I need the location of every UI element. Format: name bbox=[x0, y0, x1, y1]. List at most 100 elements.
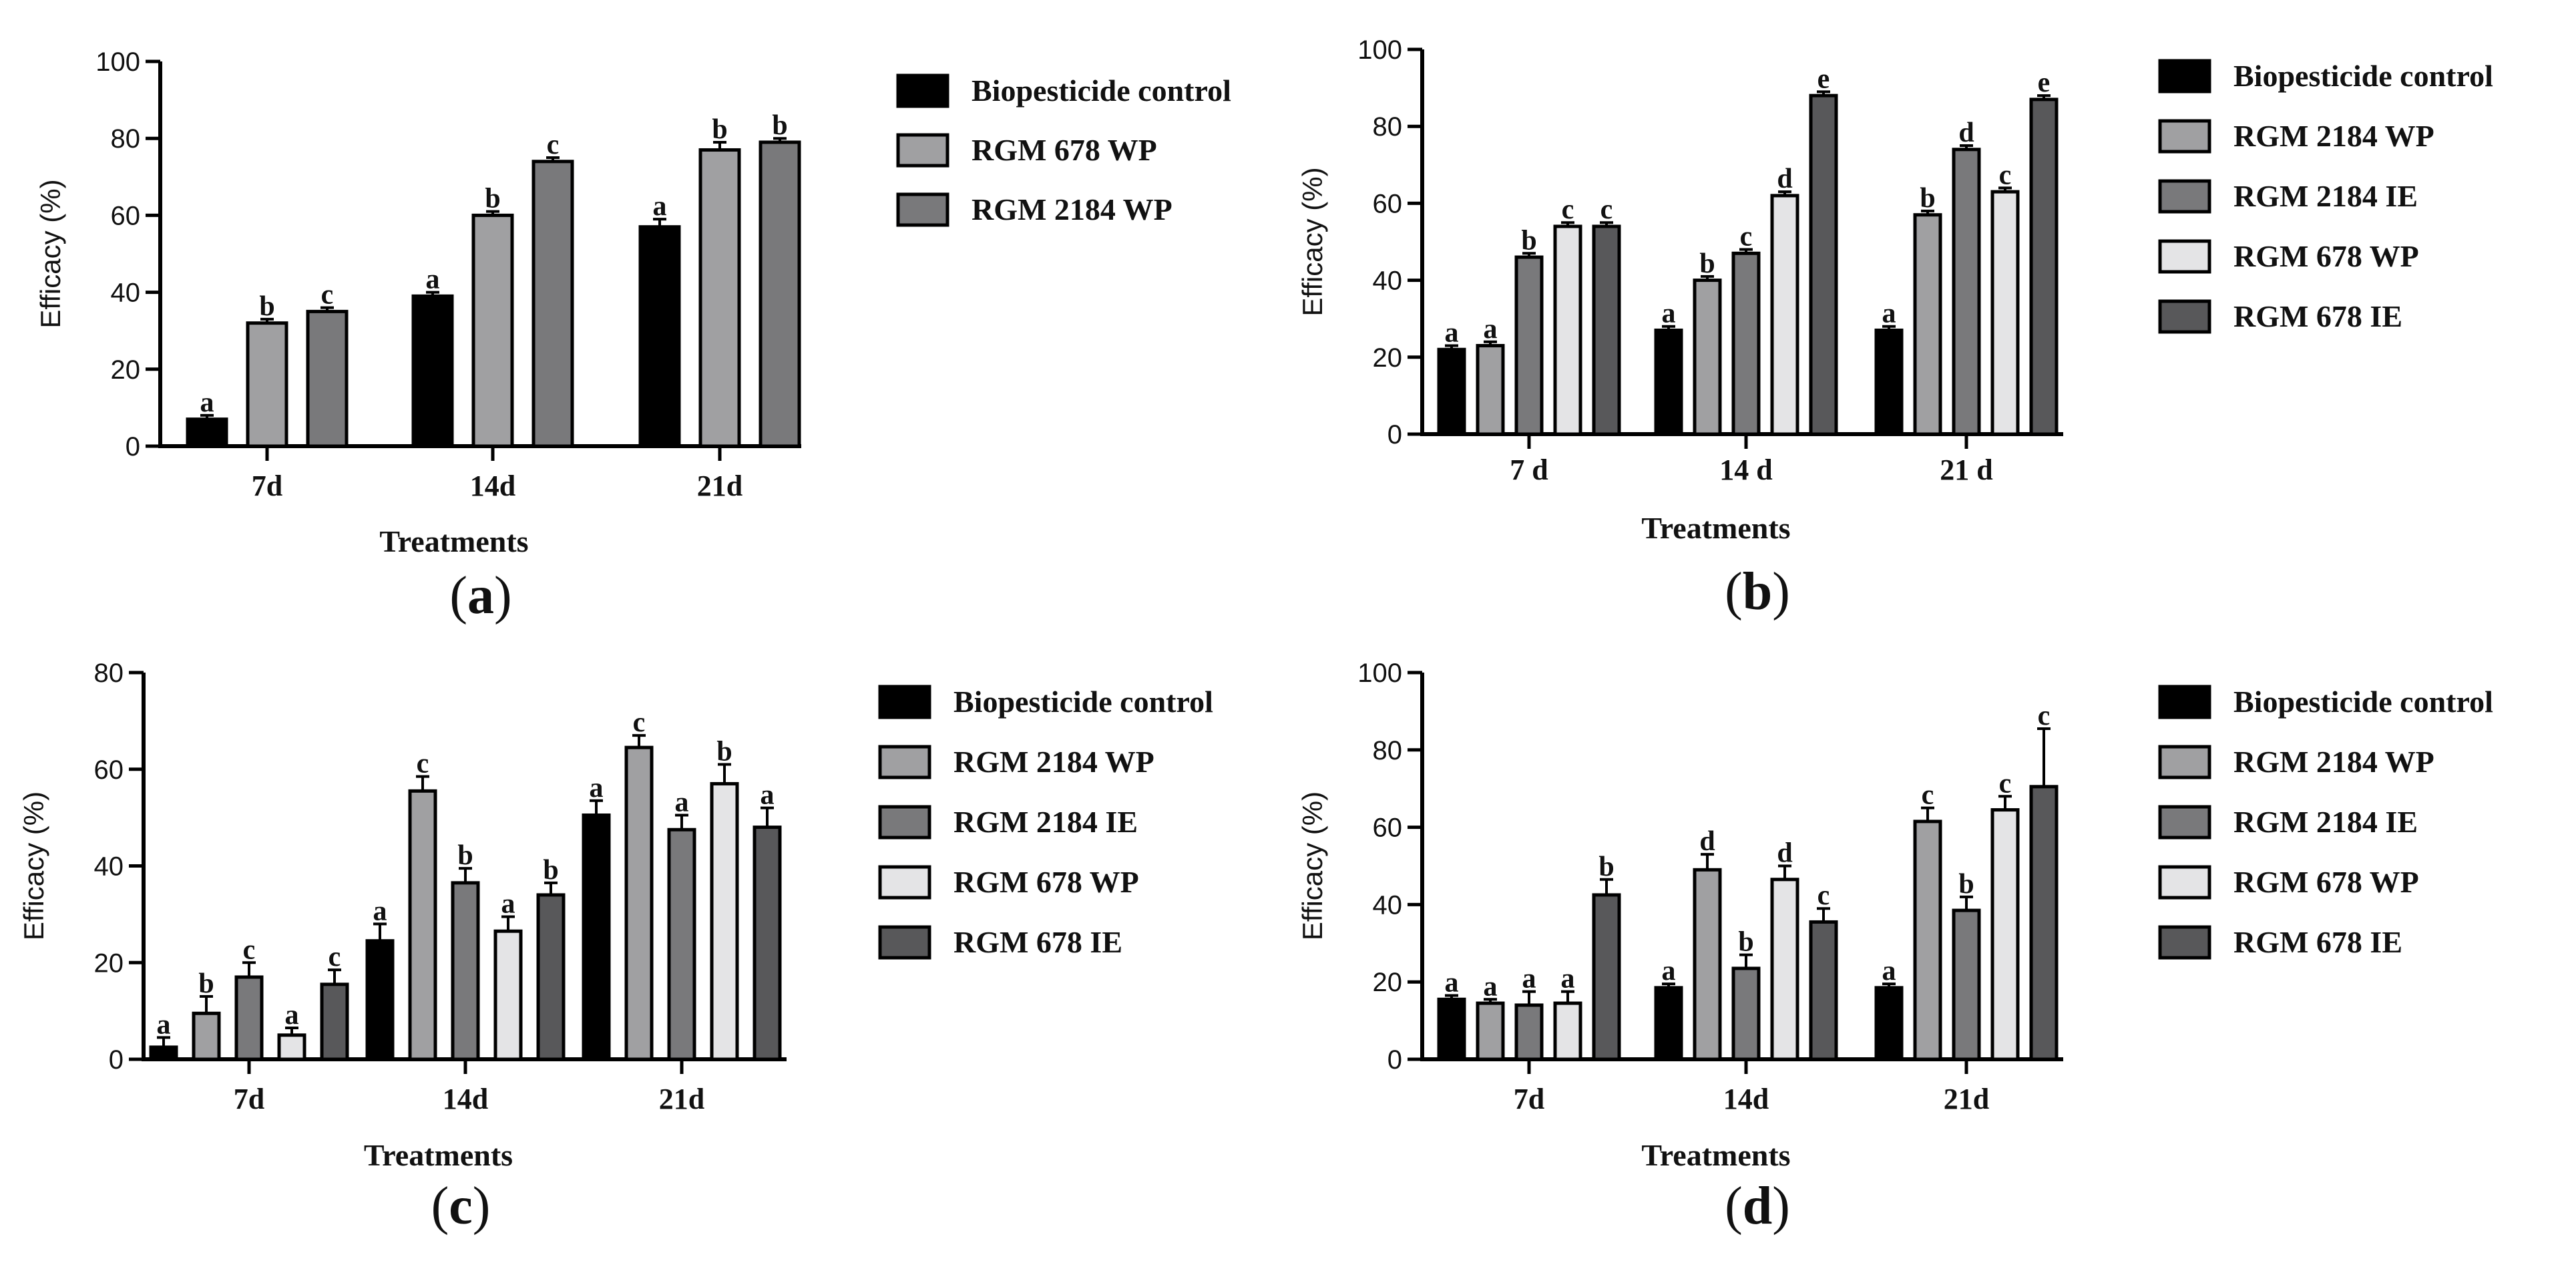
significance-letter: b bbox=[716, 737, 732, 767]
x-tick-label: 14 d bbox=[1719, 453, 1772, 486]
legend-swatch bbox=[878, 805, 931, 840]
legend-swatch bbox=[2158, 865, 2211, 900]
bar-rgm-2184-wp-7d bbox=[1476, 344, 1505, 436]
significance-letter: a bbox=[501, 888, 515, 919]
y-tick-label: 80 bbox=[1373, 736, 1403, 765]
significance-letter: d bbox=[1699, 826, 1715, 857]
bar-rgm-2184-ie-7d bbox=[234, 975, 264, 1061]
significance-letter: c bbox=[1922, 780, 1934, 811]
bar-rgm-678-wp-7d bbox=[277, 1033, 306, 1061]
significance-letter: a bbox=[426, 264, 440, 295]
significance-letter: c bbox=[329, 942, 341, 972]
significance-letter: d bbox=[1777, 164, 1792, 194]
bar-rgm-2184-ie-21d bbox=[1952, 148, 1981, 436]
legend-entry: RGM 678 IE bbox=[2233, 925, 2402, 959]
bar-rgm-678-wp-21d bbox=[1990, 190, 2020, 436]
significance-letter: b bbox=[198, 968, 214, 999]
bar-rgm-2184-wp-7d bbox=[192, 1011, 221, 1061]
significance-letter: c bbox=[1999, 160, 2012, 190]
legend: Biopesticide control RGM 678 WP RGM 2184 W… bbox=[896, 73, 1231, 227]
y-tick-label: 20 bbox=[111, 355, 141, 385]
significance-letter: c bbox=[1600, 194, 1613, 225]
significance-letter: c bbox=[417, 749, 429, 779]
y-axis-label: Efficacy (%) bbox=[1297, 791, 1328, 940]
bar-rgm-2184-wp-21d bbox=[759, 140, 801, 448]
legend-entry: RGM 2184 IE bbox=[2233, 805, 2418, 839]
bar-biopesticide-control-7d bbox=[149, 1045, 178, 1061]
y-tick-label: 40 bbox=[1373, 266, 1403, 296]
legend-swatch bbox=[2158, 685, 2211, 719]
significance-letter: a bbox=[761, 780, 775, 811]
legend-entry: Biopesticide control bbox=[2233, 685, 2493, 719]
bar-rgm-2184-wp-14d bbox=[1693, 868, 1722, 1061]
legend-entry: RGM 2184 WP bbox=[953, 745, 1154, 779]
x-tick-label: 21d bbox=[1944, 1083, 1989, 1115]
bar-rgm-678-ie-14d bbox=[536, 893, 566, 1061]
bar-rgm-678-wp-14d bbox=[1770, 194, 1799, 436]
legend-entry: RGM 2184 IE bbox=[2233, 179, 2418, 213]
x-tick-label: 21d bbox=[659, 1083, 704, 1115]
significance-letter: b bbox=[1699, 248, 1715, 279]
significance-letter: a bbox=[1522, 964, 1536, 994]
legend-swatch bbox=[896, 73, 949, 108]
significance-letter: a bbox=[373, 896, 387, 926]
legend-entry: Biopesticide control bbox=[953, 685, 1213, 719]
bar-rgm-2184-wp-21d bbox=[624, 745, 654, 1061]
y-axis-label: Efficacy (%) bbox=[35, 179, 66, 328]
y-tick-label: 60 bbox=[111, 201, 141, 230]
legend-swatch bbox=[2158, 119, 2211, 154]
legend: Biopesticide control RGM 2184 WP RGM 2184 … bbox=[878, 685, 1213, 960]
significance-letter: c bbox=[1562, 194, 1574, 225]
y-tick-label: 20 bbox=[94, 948, 124, 978]
y-tick-label: 40 bbox=[94, 852, 124, 882]
significance-letter: e bbox=[1817, 63, 1830, 94]
bar-rgm-678-wp-14d bbox=[471, 213, 514, 448]
significance-letter: e bbox=[2038, 67, 2051, 98]
significance-letter: a bbox=[1484, 971, 1498, 1002]
legend-swatch bbox=[2158, 239, 2211, 274]
bar-biopesticide-control-7d bbox=[186, 417, 228, 448]
bar-rgm-678-wp-14d bbox=[493, 929, 523, 1061]
bar-biopesticide-control-21d bbox=[1874, 986, 1904, 1061]
bar-rgm-2184-wp-14d bbox=[531, 160, 574, 448]
y-tick-label: 0 bbox=[1387, 1045, 1402, 1075]
significance-letter: a bbox=[1882, 299, 1896, 329]
significance-letter: b bbox=[259, 291, 274, 322]
significance-letter: a bbox=[590, 773, 604, 803]
x-tick-label: 14d bbox=[1723, 1083, 1769, 1115]
y-tick-label: 100 bbox=[1357, 35, 1402, 65]
chart-panel-a: 0 20 40 60 80 100 Efficacy (%) 7d a b c 14d a b c 21d a b… bbox=[35, 47, 1231, 625]
panel-label: (a) bbox=[449, 566, 511, 625]
bar-rgm-678-ie-7d bbox=[320, 982, 349, 1061]
bar-biopesticide-control-14d bbox=[365, 939, 395, 1061]
significance-letter: c bbox=[1740, 222, 1753, 252]
x-axis-label: Treatments bbox=[379, 524, 528, 558]
significance-letter: a bbox=[1882, 956, 1896, 986]
x-tick-label: 21d bbox=[697, 470, 742, 502]
x-tick-label: 7 d bbox=[1510, 453, 1548, 486]
legend-entry: Biopesticide control bbox=[2233, 59, 2493, 93]
significance-letter: c bbox=[1817, 880, 1830, 911]
bar-rgm-2184-wp-14d bbox=[1693, 279, 1722, 436]
y-axis-label: Efficacy (%) bbox=[18, 791, 49, 940]
bar-rgm-2184-ie-14d bbox=[1731, 251, 1761, 436]
y-tick-label: 0 bbox=[1387, 420, 1402, 449]
bar-biopesticide-control-21d bbox=[1874, 328, 1904, 436]
legend-swatch bbox=[2158, 745, 2211, 779]
legend-swatch bbox=[878, 745, 931, 779]
bar-rgm-2184-wp-7d bbox=[1476, 1001, 1505, 1061]
y-tick-label: 100 bbox=[95, 47, 140, 77]
significance-letter: c bbox=[633, 707, 646, 738]
legend-entry: RGM 2184 IE bbox=[953, 805, 1138, 839]
legend-swatch bbox=[878, 865, 931, 900]
y-tick-label: 0 bbox=[126, 432, 140, 462]
panel-label: (b) bbox=[1725, 562, 1790, 621]
significance-letter: a bbox=[157, 1009, 171, 1040]
legend-entry: RGM 678 WP bbox=[2233, 239, 2419, 273]
x-tick-label: 7d bbox=[252, 470, 282, 502]
bar-rgm-2184-ie-21d bbox=[667, 828, 696, 1061]
bar-rgm-678-ie-21d bbox=[753, 826, 782, 1061]
y-tick-label: 80 bbox=[111, 124, 141, 154]
bar-rgm-678-wp-7d bbox=[1553, 1001, 1582, 1061]
